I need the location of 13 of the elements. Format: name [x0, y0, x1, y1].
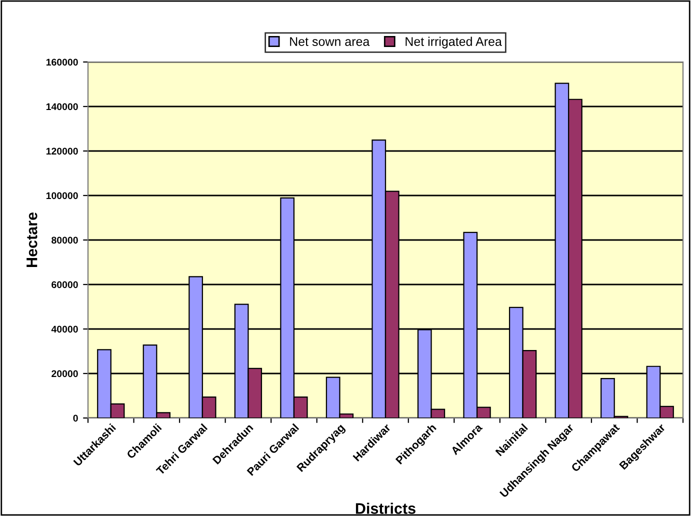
y-tick-label: 160000 [46, 58, 78, 66]
x-axis-title: Districts [356, 502, 416, 514]
y-tick-label: 60000 [52, 281, 78, 288]
legend-label: Net sown area [290, 37, 370, 46]
y-tick-label: 20000 [52, 370, 78, 378]
y-tick-label: 100000 [46, 192, 78, 200]
y-axis-title: Hectare [26, 212, 38, 268]
y-tick-label: 0 [73, 414, 78, 422]
y-tick-label: 120000 [46, 148, 78, 155]
y-tick-label: 80000 [52, 236, 78, 244]
y-tick-label: 40000 [51, 326, 78, 333]
legend-label: Net irrigated Area [406, 36, 502, 48]
y-tick-label: 140000 [46, 103, 78, 110]
